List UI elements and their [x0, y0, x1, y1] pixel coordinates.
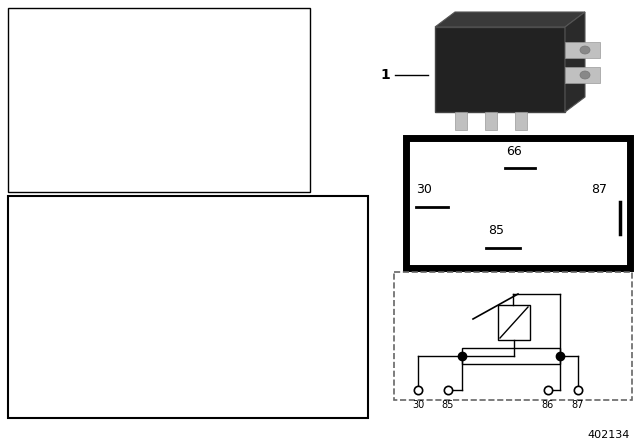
Bar	[462, 348, 560, 364]
Bar	[8, 8, 310, 192]
Bar	[498, 305, 530, 340]
Text: 402134: 402134	[588, 430, 630, 440]
Bar	[8, 196, 368, 418]
Text: 87: 87	[591, 183, 607, 196]
Text: 30: 30	[416, 183, 432, 196]
Bar	[394, 272, 632, 400]
Polygon shape	[435, 12, 585, 27]
Text: 1: 1	[380, 68, 390, 82]
Bar	[455, 112, 467, 130]
Bar	[515, 112, 527, 130]
Bar	[565, 67, 600, 83]
Bar	[406, 138, 630, 268]
Text: 87: 87	[572, 400, 584, 410]
Bar	[485, 112, 497, 130]
Text: 66: 66	[506, 145, 522, 158]
Ellipse shape	[580, 71, 590, 79]
Bar	[435, 27, 565, 112]
Ellipse shape	[580, 46, 590, 54]
Text: 85: 85	[442, 400, 454, 410]
Text: 86: 86	[542, 400, 554, 410]
Text: 30: 30	[412, 400, 424, 410]
Bar	[565, 42, 600, 58]
Text: 85: 85	[488, 224, 504, 237]
Polygon shape	[565, 12, 585, 112]
